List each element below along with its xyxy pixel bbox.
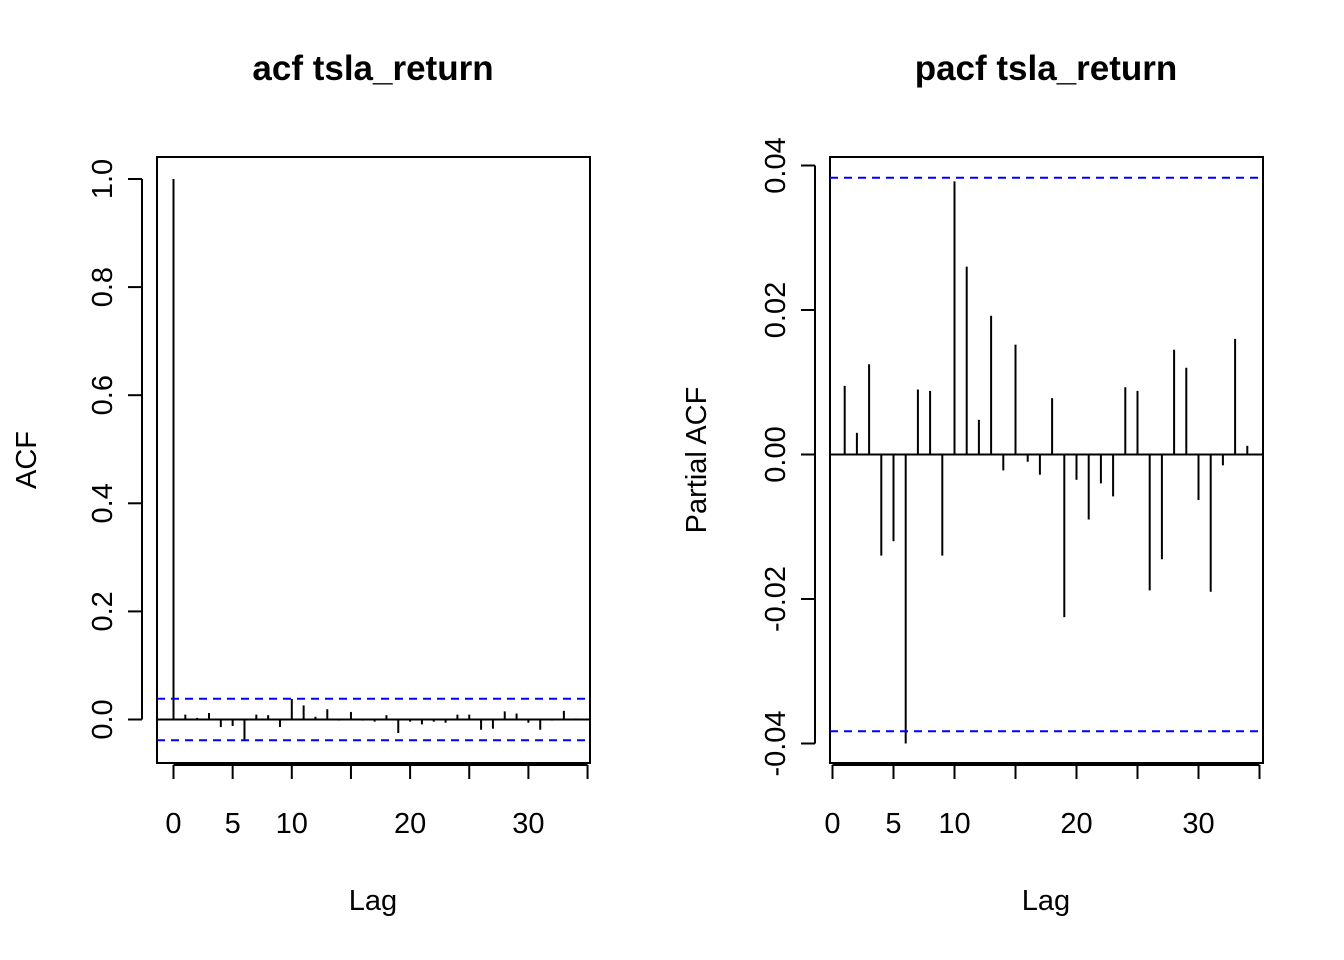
acf-y-tick-label-3: 0.6 — [87, 375, 119, 415]
acf-x-tick-label-5: 5 — [225, 808, 241, 840]
pacf-y-tick-label-2: 0.00 — [760, 426, 792, 482]
acf-y-axis-label: ACF — [11, 431, 43, 489]
pacf-y-tick-label-3: 0.02 — [760, 282, 792, 338]
pacf-y-axis-label: Partial ACF — [681, 387, 713, 534]
pacf-x-axis-label: Lag — [1022, 885, 1070, 917]
pacf-panel: pacf tsla_return Lag Partial ACF 0 5 10 20 3… — [681, 49, 1264, 917]
acf-panel: acf tsla_return Lag ACF 0 5 10 20 30 0.00.20… — [11, 49, 591, 917]
pacf-y-tick-label-4: 0.04 — [760, 137, 792, 193]
acf-y-axis: 0.0 0.2 0.4 0.6 0.8 1.0 — [87, 159, 143, 740]
acf-y-tick-label-4: 0.8 — [87, 267, 119, 307]
acf-y-tick-label-1: 0.2 — [87, 591, 119, 631]
acf-confidence-band — [157, 697, 590, 742]
acf-y-tick-label-0: 0.0 — [87, 699, 119, 739]
pacf-confidence-band — [830, 176, 1263, 733]
pacf-bars — [830, 181, 1263, 744]
pacf-y-tick-label-1: -0.02 — [760, 566, 792, 632]
pacf-x-tick-label-30: 30 — [1182, 808, 1214, 840]
acf-title: acf tsla_return — [252, 49, 493, 88]
pacf-x-tick-label-0: 0 — [824, 808, 840, 840]
acf-x-tick-label-30: 30 — [512, 808, 544, 840]
acf-bars — [157, 179, 590, 742]
pacf-x-tick-label-5: 5 — [885, 808, 901, 840]
pacf-x-tick-label-20: 20 — [1060, 808, 1092, 840]
acf-x-tick-label-20: 20 — [394, 808, 426, 840]
pacf-plot-frame — [829, 156, 1264, 764]
acf-y-tick-label-2: 0.4 — [87, 483, 119, 523]
pacf-x-axis: 0 5 10 20 30 — [824, 764, 1261, 840]
pacf-y-axis: -0.04 -0.02 0.00 0.02 0.04 — [760, 137, 816, 777]
acf-y-tick-label-5: 1.0 — [87, 159, 119, 199]
pacf-y-tick-label-0: -0.04 — [760, 710, 792, 776]
acf-x-axis-label: Lag — [349, 885, 397, 917]
acf-plot-frame — [156, 156, 591, 764]
pacf-title: pacf tsla_return — [915, 49, 1178, 88]
acf-x-axis: 0 5 10 20 30 — [165, 764, 589, 840]
acf-x-tick-label-10: 10 — [276, 808, 308, 840]
acf-x-tick-label-0: 0 — [165, 808, 181, 840]
pacf-x-tick-label-10: 10 — [938, 808, 970, 840]
